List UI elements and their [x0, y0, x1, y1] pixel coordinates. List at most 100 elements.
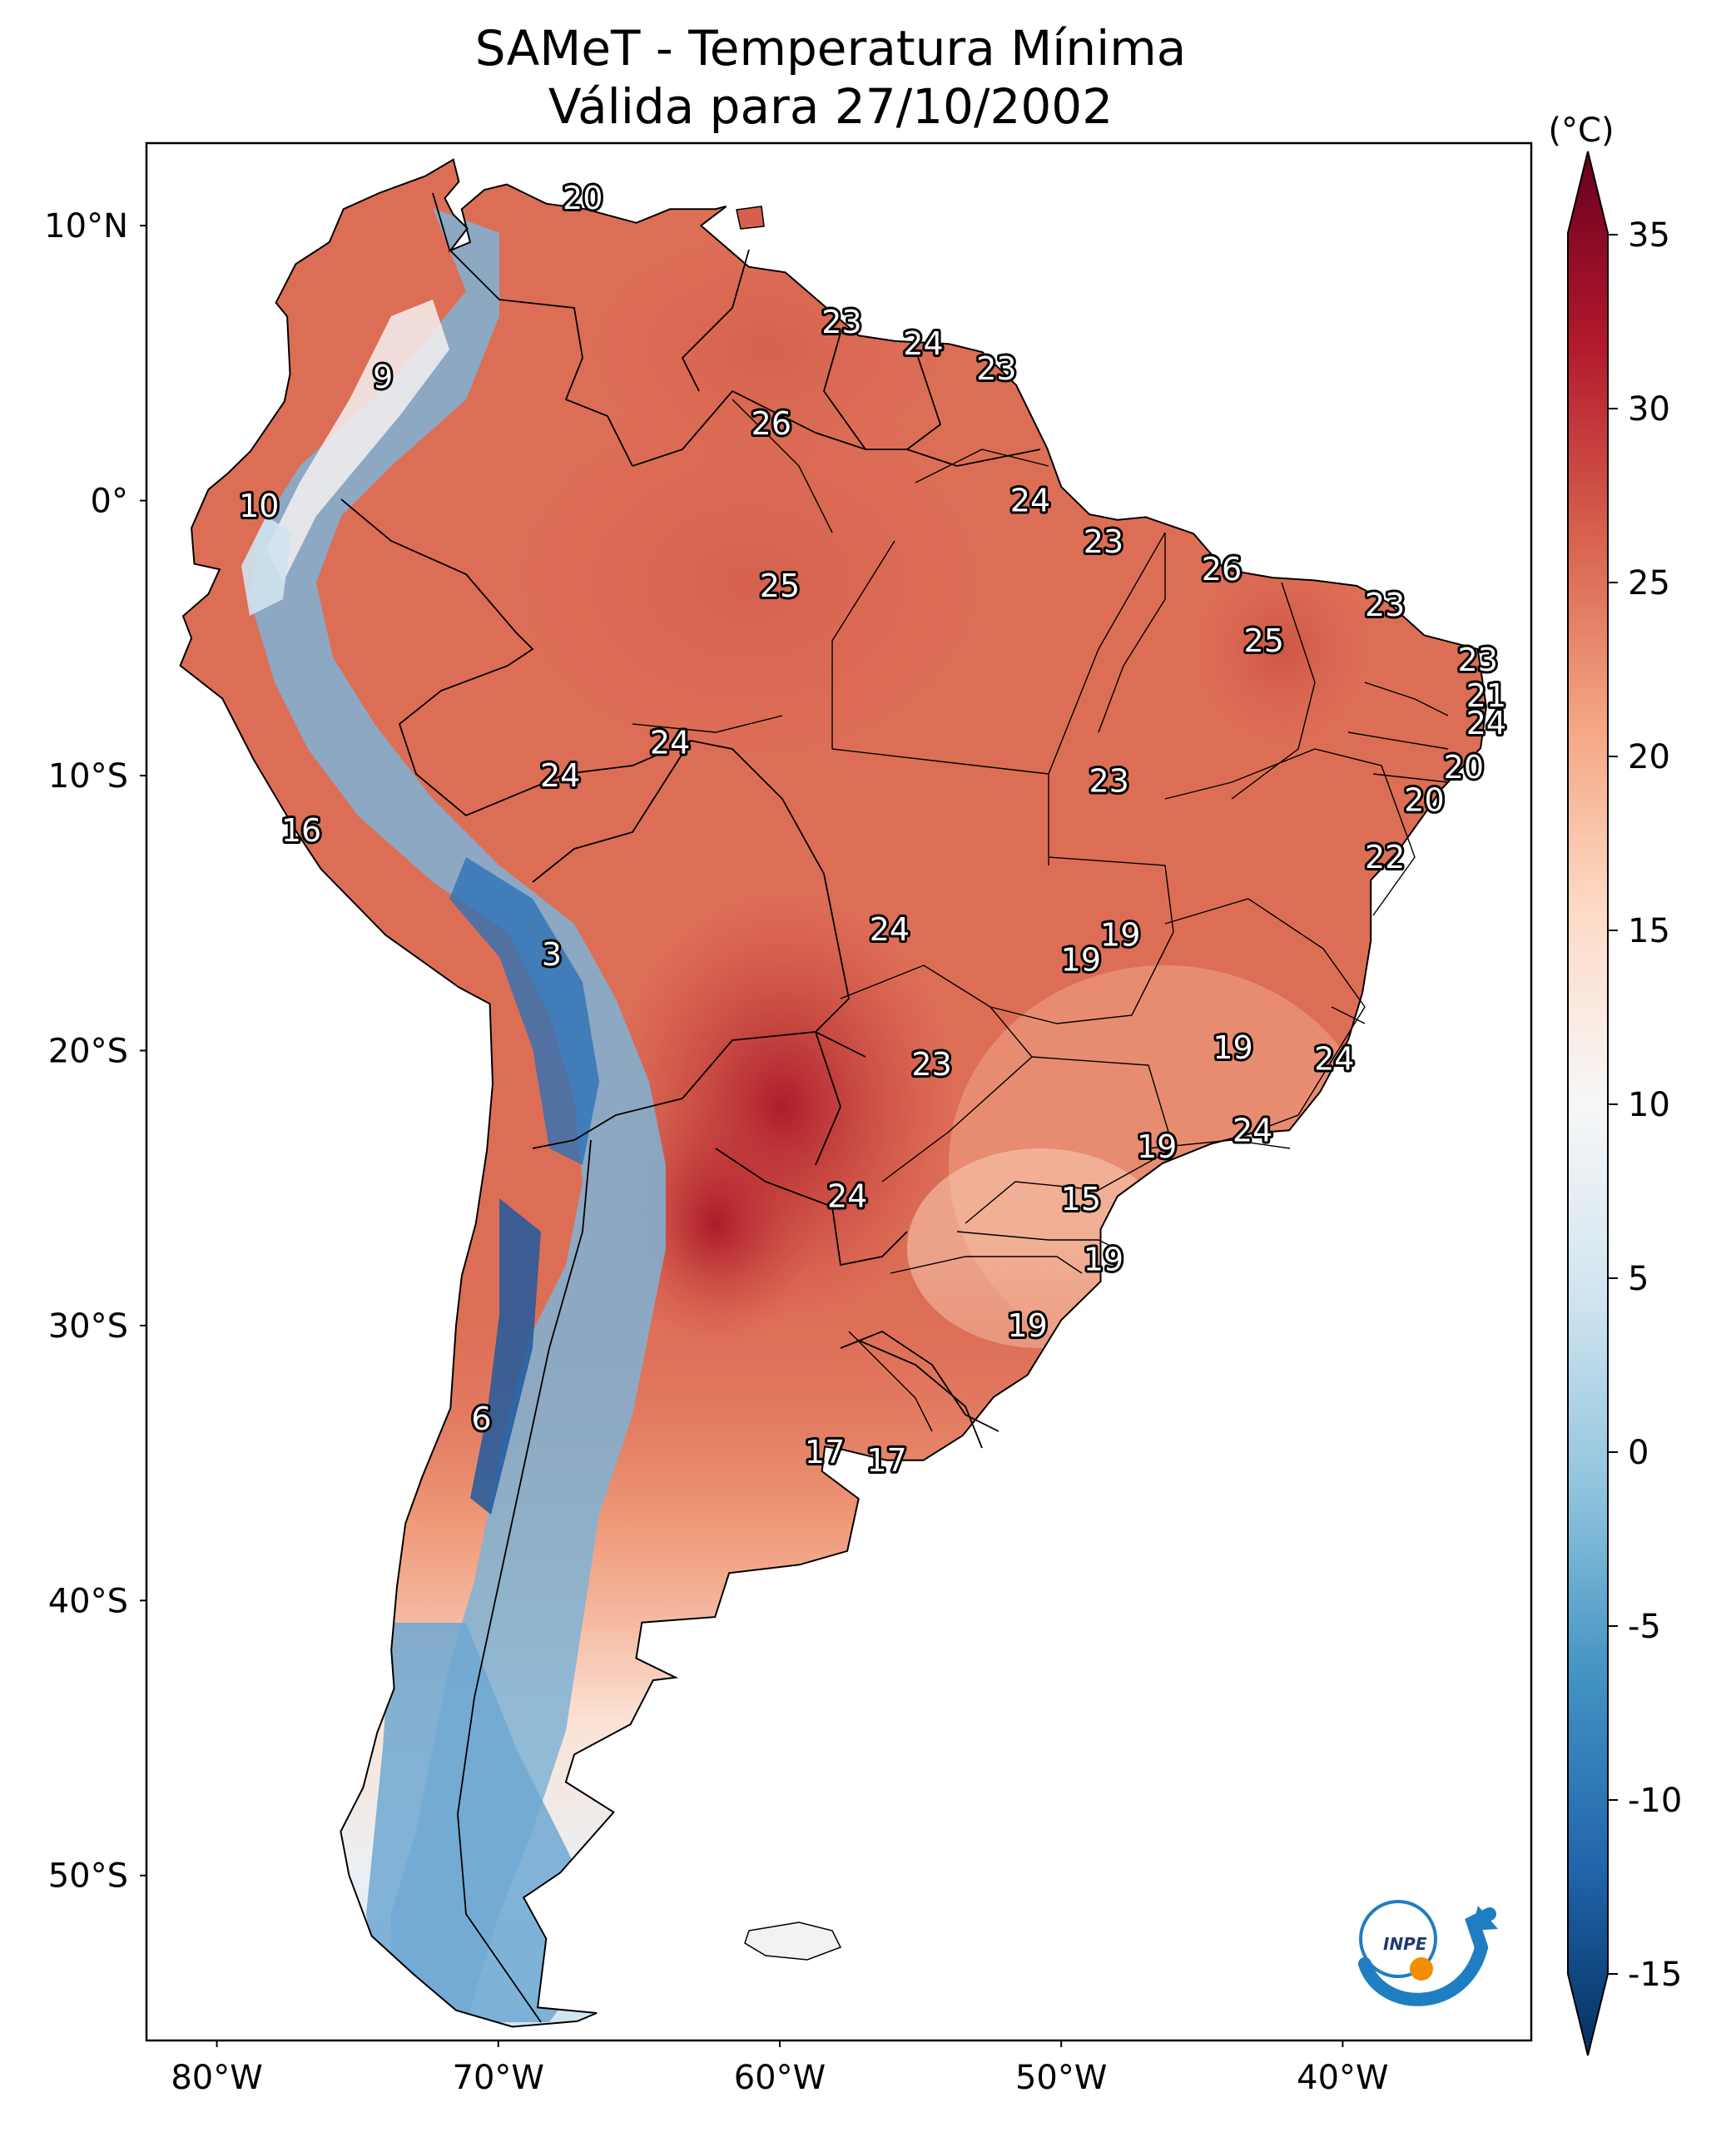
logo-text: INPE: [1383, 1934, 1427, 1954]
station-temperature-label: 23: [1084, 523, 1123, 560]
longitude-tick-label: 60°W: [734, 2059, 826, 2097]
longitude-tick-label: 50°W: [1015, 2059, 1107, 2097]
longitude-tick-label: 80°W: [171, 2059, 262, 2097]
state-border-sc-rs: [890, 1256, 1083, 1274]
chart-subtitle: Válida para 27/10/2002: [548, 78, 1113, 135]
colorbar-tick-label: -5: [1628, 1608, 1661, 1646]
state-border-ba: [1164, 748, 1416, 916]
warm-core-northeast: [1190, 549, 1373, 749]
station-temperature-label: 19: [1100, 917, 1140, 954]
station-temperature-label: 23: [1458, 642, 1498, 678]
logo-orange-dot: [1410, 1957, 1433, 1981]
station-temperature-label: 26: [751, 405, 791, 442]
logo-globe: [1359, 1900, 1437, 1978]
station-temperature-label: 25: [760, 568, 800, 604]
border-colombia-ecuador-peru: [340, 498, 692, 817]
border-uruguay-brazil: [840, 1330, 999, 1432]
station-temperature-label: 22: [1365, 839, 1405, 875]
station-temperature-label: 24: [1233, 1112, 1272, 1148]
islands: [736, 206, 842, 1961]
station-temperature-label: 19: [1084, 1242, 1123, 1278]
state-border-ap: [915, 449, 1049, 483]
station-temperature-label: 19: [1007, 1307, 1047, 1344]
station-temperature-label: 16: [281, 812, 321, 849]
longitude-tick-label: 70°W: [453, 2059, 544, 2097]
station-temperature-label: 19: [1137, 1128, 1177, 1165]
colorbar-tick-label: 10: [1628, 1086, 1670, 1124]
ecuador-andes: [241, 516, 291, 616]
state-border-am-rr: [732, 399, 833, 533]
station-temperature-label: 24: [870, 911, 910, 948]
longitude-axis: 80°W 70°W 60°W 50°W 40°W: [171, 2040, 1389, 2097]
station-temperature-label: 23: [821, 304, 861, 340]
border-peru-bolivia: [532, 740, 692, 883]
station-temperature-label: 23: [1089, 763, 1129, 800]
inpe-logo: INPE: [1358, 1900, 1498, 2006]
station-temperature-label: 15: [1061, 1181, 1101, 1217]
border-brazil-north: [632, 389, 1041, 467]
falkland-islands: [744, 1921, 842, 1961]
colorbar-tick-label: 35: [1628, 216, 1670, 255]
colorbar-ticks: 35 30 25 20 15 10 5 0 -5 -10 -15: [1608, 216, 1682, 1994]
station-temperature-label: 24: [1010, 483, 1050, 519]
state-border-mt-pa: [831, 748, 1049, 775]
latitude-tick-label: 0°: [91, 483, 128, 521]
state-border-sp: [965, 1056, 1174, 1224]
colorbar-tick-label: 25: [1628, 564, 1670, 602]
border-bolivia-paraguay: [682, 1031, 841, 1166]
border-colombia-venezuela: [432, 192, 633, 467]
trinidad-island: [736, 206, 765, 230]
latitude-tick-label: 10°S: [48, 757, 128, 796]
station-temperature-label: 23: [1365, 587, 1405, 623]
border-paraguay-argentina: [715, 1148, 908, 1267]
station-temperature-label: 20: [1444, 749, 1484, 786]
station-temperature-label: 10: [239, 488, 279, 524]
station-temperature-label: 24: [903, 325, 943, 362]
map-frame: [145, 141, 1533, 2042]
station-temperature-label: 24: [1466, 705, 1506, 741]
station-temperature-label: 24: [650, 724, 690, 761]
andes-cold-band: [250, 208, 666, 2022]
state-border-go: [990, 856, 1174, 1024]
latitude-tick-label: 40°S: [48, 1582, 128, 1620]
station-temperature-label: 19: [1213, 1029, 1252, 1066]
logo-swoosh: [1358, 1907, 1496, 2006]
state-border-es-rj: [1231, 1006, 1366, 1149]
station-temperature-label: 24: [1314, 1040, 1354, 1077]
state-border-pr-sc: [956, 1231, 1116, 1249]
logo-arrow-icon: [1471, 1906, 1498, 1931]
coastline: [179, 158, 1487, 2028]
station-temperature-label: 21: [1466, 677, 1506, 714]
latitude-tick-label: 50°S: [48, 1857, 128, 1896]
state-border-to-pa: [1048, 532, 1166, 865]
colorbar-unit: (°C): [1548, 112, 1614, 150]
border-chile-argentina: [457, 1139, 592, 2023]
station-temperature-label: 26: [1202, 551, 1242, 588]
country-borders: [340, 192, 1041, 2023]
colorbar-tick-label: 20: [1628, 738, 1670, 776]
station-temperature-label: 6: [471, 1401, 491, 1437]
station-temperature-label: 20: [563, 180, 603, 216]
state-border-ma-pi: [1098, 533, 1166, 733]
state-border-ms: [840, 964, 1033, 1183]
state-border-pi-ce: [1231, 582, 1316, 800]
state-border-argentina-provinces: [848, 1331, 933, 1432]
state-border-am-ro: [632, 715, 783, 733]
chart-title: SAMeT - Temperatura Mínima: [475, 20, 1187, 77]
station-temperature-label: 23: [911, 1046, 951, 1083]
station-temperature-label: 17: [805, 1434, 845, 1470]
warm-core-amazon: [483, 383, 1015, 782]
andes-core: [470, 1198, 541, 1515]
latitude-tick-label: 30°S: [48, 1307, 128, 1346]
latitude-tick-label: 10°N: [44, 207, 128, 245]
latitude-axis: 10°N 0° 10°S 20°S 30°S 40°S 50°S: [44, 207, 146, 1896]
station-temperature-label: 3: [542, 936, 562, 973]
latitude-tick-label: 20°S: [48, 1032, 128, 1070]
border-argentina-uruguay: [856, 1339, 983, 1449]
border-suriname-guiana: [906, 349, 942, 450]
colorbar-body: [1567, 151, 1609, 2056]
colorbar-tick-label: 0: [1628, 1434, 1649, 1472]
colorbar-tick-label: -15: [1628, 1956, 1682, 1994]
